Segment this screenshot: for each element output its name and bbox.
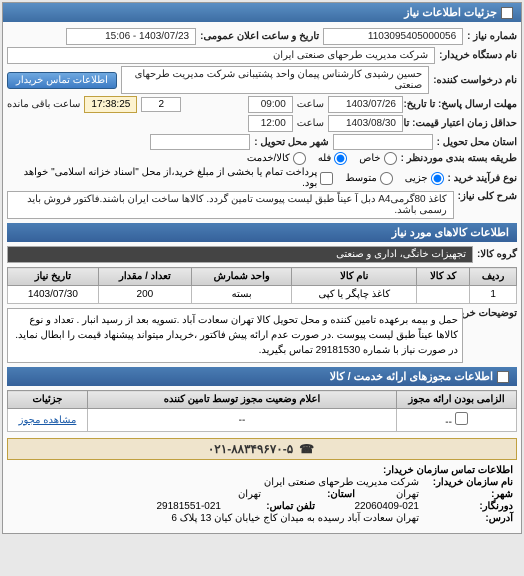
deadline-time: 09:00 — [248, 96, 293, 113]
contact-section: اطلاعات تماس سازمان خریدار: نام سازمان خ… — [7, 460, 517, 529]
contact-header-label: اطلاعات تماس سازمان خریدار: — [383, 465, 513, 476]
pcol-0: الزامی بودن ارائه مجوز — [397, 391, 517, 409]
price-date: 1403/08/30 — [328, 115, 403, 132]
buyer-value: شرکت مدیریت طرحهای صنعتی ایران — [7, 47, 435, 64]
fax-label: دورنگار: — [423, 501, 513, 512]
org-label: نام سازمان خریدار: — [423, 477, 513, 488]
col-code: کد کالا — [417, 268, 470, 286]
col-name: نام کالا — [292, 268, 417, 286]
remain-label: ساعت باقی مانده — [7, 99, 80, 110]
date-label: تاریخ و ساعت اعلان عمومی: — [200, 31, 319, 42]
permit-row: -- -- مشاهده مجوز — [8, 409, 517, 432]
pay-radio-medium[interactable]: متوسط — [345, 172, 392, 185]
group-label: گروه کالا: — [477, 249, 517, 260]
req-no-value: 1103095405000056 — [323, 28, 463, 45]
pack-radio-bulk[interactable]: فله — [318, 152, 347, 165]
addr-val: تهران سعادت آباد رسیده به میدان کاج خیاب… — [171, 513, 419, 524]
city-val: تهران — [359, 489, 419, 500]
delivery-state-value — [333, 134, 433, 150]
need-desc-value: کاغذ 80گرمیA4 دبل آ عیناً طبق لیست پیوست… — [7, 191, 454, 219]
tel-label: تلفن تماس: — [225, 501, 315, 512]
delivery-city-value — [150, 134, 250, 150]
permit-header: - اطلاعات مجوزهای ارائه خدمت / کالا — [7, 367, 517, 386]
collapse-icon[interactable]: - — [501, 7, 513, 19]
deadline-label: مهلت ارسال پاسخ: تا تاریخ: — [407, 99, 517, 110]
pay-radio-group: جزیی متوسط پرداخت تمام یا بخشی از مبلغ خ… — [7, 167, 444, 189]
requester-value: حسین رشیدی کارشناس پیمان واحد پشتیبانی ش… — [121, 66, 429, 94]
req-no-label: شماره نیاز : — [467, 31, 517, 42]
phone-icon: ☎ — [299, 442, 316, 456]
countdown-timer: 17:38:25 — [84, 96, 137, 113]
permit-required-checkbox[interactable] — [455, 412, 468, 425]
buyer-label: نام دستگاه خریدار: — [439, 50, 517, 61]
city-label: شهر: — [423, 489, 513, 500]
deadline-date: 1403/07/26 — [328, 96, 403, 113]
phone-number: ۰۲۱-۸۸۳۴۹۶۷۰-۵ — [208, 442, 293, 456]
contact-button[interactable]: اطلاعات تماس خریدار — [7, 72, 117, 89]
table-row[interactable]: 1 کاغذ چاپگر یا کپی بسته 200 1403/07/30 — [8, 286, 517, 304]
delivery-state-label: استان محل تحویل : — [437, 137, 517, 148]
pay-radio-partial[interactable]: جزیی — [405, 172, 444, 185]
col-qty: تعداد / مقدار — [98, 268, 191, 286]
col-row: ردیف — [470, 268, 517, 286]
date-value: 1403/07/23 - 15:06 — [66, 28, 196, 45]
remain-days: 2 — [141, 97, 181, 112]
goods-header-title: اطلاعات کالاهای مورد نیاز — [392, 226, 509, 239]
view-permit-link[interactable]: مشاهده مجوز — [19, 415, 77, 426]
permit-header-title: اطلاعات مجوزهای ارائه خدمت / کالا — [330, 370, 493, 383]
buyer-note-label: توضیحات خریدار: — [467, 308, 517, 319]
time-label-1: ساعت — [297, 99, 324, 110]
fax-val: 22060409-021 — [319, 501, 419, 512]
goods-header: اطلاعات کالاهای مورد نیاز — [7, 223, 517, 242]
price-validity-label: حداقل زمان اعتبار قیمت: تا تاریخ: — [407, 118, 517, 129]
group-value: تجهیزات خانگی، اداری و صنعتی — [7, 246, 473, 263]
pack-radio-group: خاص فله کالا/خدمت — [247, 152, 397, 165]
price-time: 12:00 — [248, 115, 293, 132]
permit-table: الزامی بودن ارائه مجوز اعلام وضعیت مجوز … — [7, 390, 517, 432]
state-val: تهران — [238, 489, 261, 500]
main-header-title: جزئیات اطلاعات نیاز — [404, 6, 497, 19]
buyer-note-value: حمل و بیمه برعهده تامین کننده و محل تحوی… — [7, 308, 463, 363]
pay-checkbox-full[interactable]: پرداخت تمام یا بخشی از مبلغ خرید،از محل … — [7, 167, 333, 189]
pay-label: نوع فرآیند خرید : — [448, 173, 517, 184]
addr-label: آدرس: — [423, 513, 513, 524]
time-label-2: ساعت — [297, 118, 324, 129]
pack-radio-std[interactable]: کالا/خدمت — [247, 152, 306, 165]
pcol-1: اعلام وضعیت مجوز توسط تامین کننده — [88, 391, 397, 409]
main-panel-header: - جزئیات اطلاعات نیاز — [3, 3, 521, 22]
need-desc-label: شرح کلی نیاز: — [458, 191, 517, 202]
tel-val: 29181551-021 — [156, 501, 221, 512]
col-unit: واحد شمارش — [192, 268, 292, 286]
phone-bar: ☎ ۰۲۱-۸۸۳۴۹۶۷۰-۵ — [7, 438, 517, 460]
state-label: استان: — [265, 489, 355, 500]
pack-label: طریقه بسته بندی موردنظر : — [401, 153, 517, 164]
org-val: شرکت مدیریت طرحهای صنعتی ایران — [264, 477, 419, 488]
goods-table: ردیف کد کالا نام کالا واحد شمارش تعداد /… — [7, 267, 517, 304]
requester-label: نام درخواست کننده: — [433, 75, 517, 86]
delivery-city-label: شهر محل تحویل : — [254, 137, 328, 148]
collapse-icon-2[interactable]: - — [497, 371, 509, 383]
col-date: تاریخ نیاز — [8, 268, 99, 286]
pcol-2: جزئیات — [8, 391, 88, 409]
pack-radio-special[interactable]: خاص — [359, 152, 396, 165]
